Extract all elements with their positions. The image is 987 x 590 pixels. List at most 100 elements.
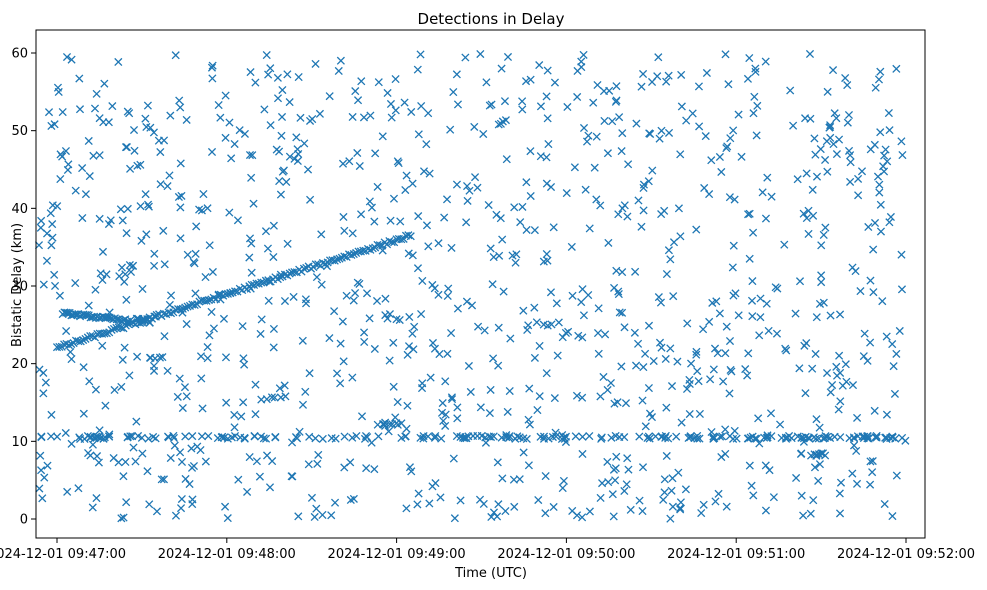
data-point bbox=[801, 389, 810, 398]
data-point bbox=[381, 294, 390, 303]
data-point bbox=[43, 461, 52, 470]
data-point bbox=[243, 487, 252, 496]
data-point bbox=[305, 432, 314, 441]
data-point bbox=[561, 328, 570, 337]
y-tick-label: 10 bbox=[11, 435, 28, 450]
data-point bbox=[826, 388, 835, 397]
data-point bbox=[439, 416, 448, 426]
data-point bbox=[183, 250, 192, 259]
data-point bbox=[746, 433, 755, 442]
data-point bbox=[374, 78, 383, 87]
data-point bbox=[136, 160, 145, 169]
data-point bbox=[603, 149, 612, 158]
data-point bbox=[667, 486, 676, 495]
x-tick-label: 2024-12-01 09:49:00 bbox=[328, 547, 466, 562]
data-point bbox=[721, 449, 730, 459]
data-point bbox=[173, 392, 182, 401]
data-point bbox=[249, 280, 259, 290]
data-point bbox=[424, 109, 433, 118]
data-point bbox=[275, 147, 284, 156]
data-point bbox=[480, 326, 489, 335]
data-point bbox=[669, 238, 679, 247]
data-point bbox=[404, 342, 414, 351]
data-point bbox=[470, 173, 480, 182]
data-point bbox=[222, 398, 231, 407]
data-point bbox=[860, 329, 869, 338]
data-point bbox=[360, 328, 369, 337]
data-point bbox=[305, 369, 314, 378]
data-point bbox=[348, 112, 357, 122]
data-point bbox=[175, 374, 184, 383]
data-point bbox=[178, 304, 187, 313]
data-point bbox=[498, 235, 507, 244]
data-point bbox=[67, 354, 76, 364]
data-point bbox=[756, 294, 765, 303]
data-point bbox=[67, 55, 76, 64]
data-point bbox=[400, 98, 409, 107]
data-point bbox=[522, 225, 531, 234]
data-point bbox=[453, 414, 462, 423]
data-point bbox=[618, 129, 627, 138]
data-point bbox=[882, 410, 891, 419]
data-point bbox=[348, 373, 357, 382]
data-point bbox=[223, 434, 232, 443]
data-point bbox=[814, 434, 823, 443]
data-point bbox=[171, 51, 180, 60]
data-point bbox=[510, 502, 519, 511]
data-point bbox=[620, 433, 629, 442]
data-point bbox=[149, 432, 158, 442]
data-point bbox=[590, 163, 599, 172]
data-point bbox=[197, 374, 206, 383]
data-point bbox=[143, 101, 152, 110]
data-point bbox=[682, 116, 691, 125]
data-point bbox=[539, 432, 549, 441]
data-point bbox=[441, 421, 450, 430]
data-point bbox=[639, 69, 648, 79]
data-point bbox=[635, 432, 644, 441]
data-point bbox=[828, 66, 838, 75]
data-point bbox=[859, 352, 868, 361]
data-point bbox=[453, 304, 462, 313]
data-point bbox=[348, 433, 357, 442]
data-point bbox=[530, 353, 539, 362]
data-point bbox=[47, 410, 56, 419]
data-point bbox=[417, 101, 426, 111]
data-point bbox=[98, 341, 107, 350]
data-point bbox=[895, 326, 904, 336]
data-point bbox=[489, 354, 498, 363]
data-point bbox=[269, 324, 278, 333]
data-point bbox=[311, 59, 320, 68]
data-point bbox=[138, 449, 147, 458]
data-point bbox=[644, 432, 653, 441]
data-point bbox=[129, 261, 138, 270]
data-point bbox=[360, 337, 369, 346]
data-point bbox=[554, 318, 563, 327]
data-point bbox=[267, 393, 277, 402]
data-point bbox=[846, 151, 855, 160]
data-point bbox=[313, 459, 322, 468]
data-point bbox=[635, 496, 644, 505]
data-point bbox=[34, 241, 44, 250]
data-point bbox=[659, 495, 668, 504]
data-point bbox=[152, 310, 161, 320]
data-point bbox=[181, 474, 190, 484]
data-point bbox=[797, 433, 806, 442]
data-point bbox=[832, 150, 841, 159]
data-point bbox=[817, 271, 826, 280]
data-point bbox=[238, 322, 247, 331]
data-point bbox=[721, 50, 730, 59]
data-point bbox=[522, 178, 531, 187]
data-point bbox=[195, 205, 204, 214]
data-point bbox=[518, 105, 527, 114]
data-point bbox=[748, 312, 757, 321]
data-point bbox=[197, 432, 207, 441]
data-point bbox=[585, 224, 594, 233]
data-point bbox=[612, 96, 621, 105]
data-point bbox=[823, 87, 832, 96]
data-point bbox=[335, 254, 344, 263]
data-point bbox=[278, 85, 287, 95]
data-point bbox=[567, 242, 576, 251]
data-point bbox=[644, 177, 653, 186]
data-point bbox=[247, 239, 256, 248]
data-point bbox=[425, 169, 434, 178]
